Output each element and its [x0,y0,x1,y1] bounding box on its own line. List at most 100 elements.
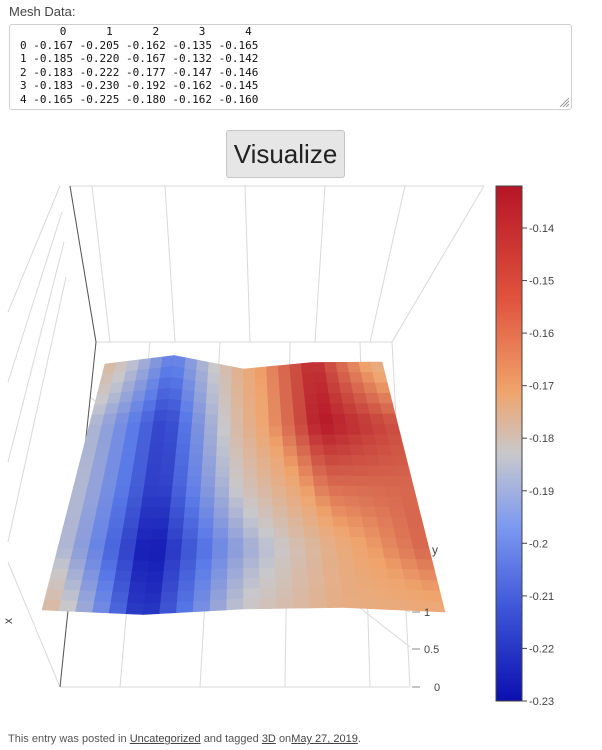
surface-cell [345,506,363,518]
surface-cell [384,558,404,570]
colorbar-tick-label: -0.22 [529,643,554,655]
surface-cell [271,496,288,508]
surface-cell [54,548,74,560]
colorbar-ticks: -0.14 -0.15 -0.16 -0.17 -0.18 -0.19 -0.2 -0.21 -… [522,223,554,708]
surface-cell [59,527,79,539]
surface-cell [291,577,310,589]
surface-cell [378,455,395,467]
surface-cell [154,398,170,412]
surface-cell [268,415,283,428]
visualize-button[interactable]: Visualize [226,130,345,178]
surface-cell [175,443,191,456]
surface-cell [171,366,186,380]
surface-cell [243,417,257,429]
surface-cell [192,401,207,415]
surface-cell [324,587,344,598]
surface-cell [131,390,147,403]
colorbar[interactable] [495,185,523,702]
surface-cell [62,517,81,529]
surface-cell [301,506,318,518]
colorbar-tick-label: -0.16 [529,328,554,340]
surface-cell [356,577,375,589]
surface-cell [218,384,232,398]
mesh-data-text[interactable]: 0 1 2 3 4 0 -0.167 -0.205 -0.162 -0.135 … [20,25,259,106]
surface-cell [125,602,145,615]
surface-cell [57,537,77,550]
surface-mesh[interactable] [41,355,446,615]
surface-cell [341,587,360,599]
post-footer: This entry was posted in Uncategorized a… [8,733,361,745]
surface-cell [200,486,216,498]
surface-cell [403,507,422,519]
surface-cell [255,396,269,409]
surface-cell [413,548,433,561]
surface-cell [354,475,372,487]
surface-cell [258,527,275,539]
surface-cell [361,516,380,528]
category-link[interactable]: Uncategorized [129,733,201,745]
surface-cell [181,389,196,403]
surface-cell [140,410,156,423]
colorbar-tick-label: -0.17 [529,381,554,393]
surface-cell [294,424,310,437]
surface-cell [77,517,96,529]
surface-cell [118,391,135,404]
surface-cell [327,382,342,394]
surface-cell [181,538,199,551]
surface-cell [185,486,202,498]
surface-cell [281,425,297,437]
surface-cell [228,487,244,499]
surface-cell [382,547,401,560]
surface-cell [210,578,228,591]
tag-link[interactable]: 3D [261,733,276,745]
surface-cell [325,372,340,384]
surface-cell [151,420,167,433]
colorbar-tick-label: -0.21 [529,591,554,603]
surface-cell [163,559,182,572]
surface-cell [176,432,192,445]
surface-cell [290,373,304,386]
surface-cell [363,527,382,539]
surface-plot[interactable]: 1 0.5 0 y x -0.14 -0.15 -0.16 -0.17 -0.18 -0.… [0,182,602,712]
surface-cell [259,598,278,610]
surface-cell [105,454,123,467]
surface-cell [228,507,244,519]
surface-cell [356,413,373,425]
surface-cell [170,496,187,508]
surface-cell [293,414,309,427]
surface-cell [372,372,388,384]
surface-cell [229,446,244,459]
surface-cell [151,528,169,541]
surface-cell [140,496,158,508]
surface-cell [156,387,171,401]
date-link[interactable]: May 27, 2019 [291,733,358,745]
surface-cell [276,597,295,609]
surface-cell [97,570,117,582]
surface-cell [243,507,259,519]
surface-cell [256,436,271,448]
surface-cell [254,376,268,389]
surface-cell [311,465,328,477]
surface-cell [364,455,382,467]
surface-cell [267,385,281,398]
surface-cell [229,477,244,489]
surface-cell [94,507,113,519]
surface-cell [99,486,117,498]
surface-cell [402,568,422,581]
surface-cell [139,507,157,519]
surface-cell [189,444,204,457]
surface-cell [257,507,274,519]
surface-cell [316,506,333,518]
surface-cell [103,538,122,551]
resize-grip-icon[interactable] [559,97,569,107]
surface-cell [353,557,372,569]
surface-cell [198,517,215,529]
surface-cell [150,539,168,551]
surface-cell [174,453,190,466]
mesh-data-textarea[interactable]: 0 1 2 3 4 0 -0.167 -0.205 -0.162 -0.135 … [9,24,572,110]
surface-cell [119,538,138,551]
surface-cell [152,517,170,530]
surface-cell [218,394,232,408]
surface-cell [89,465,107,477]
surface-cell [335,361,350,373]
